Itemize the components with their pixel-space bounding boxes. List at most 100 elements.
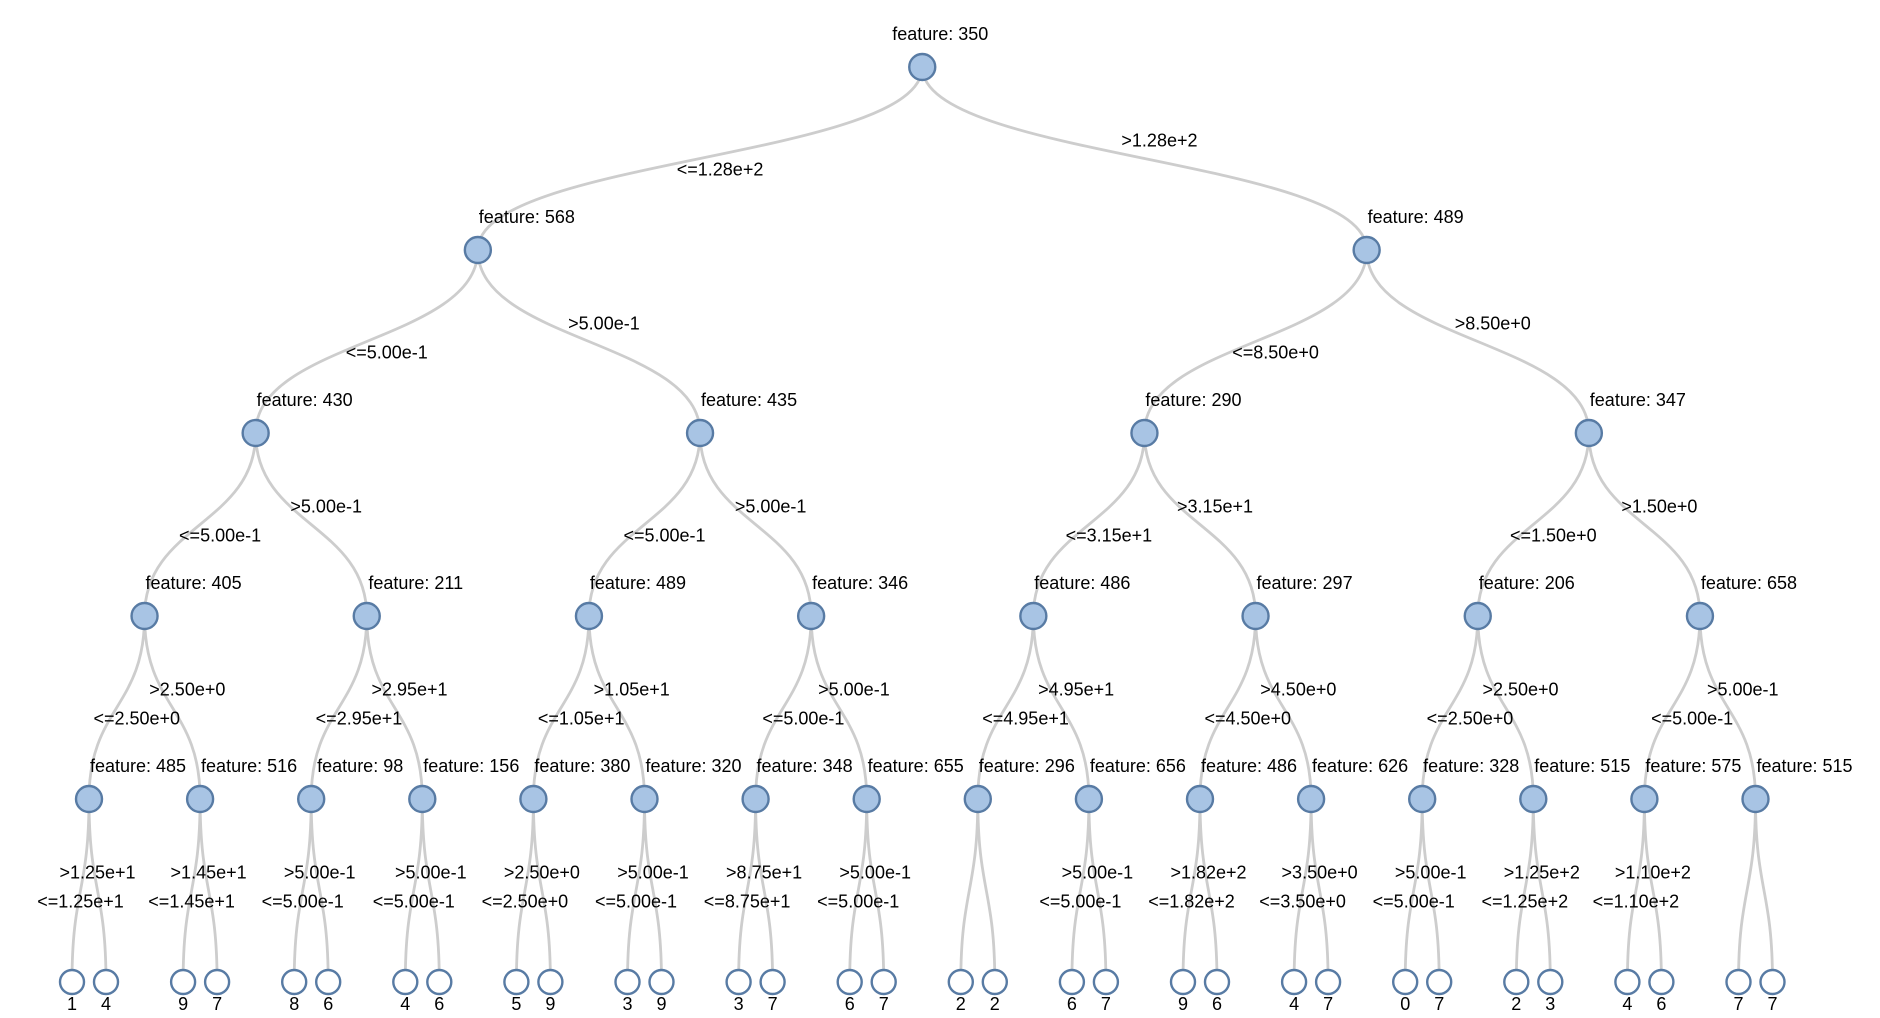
node-feature-label: feature: 297 — [1257, 573, 1353, 593]
leaf-value-label: 4 — [1622, 994, 1632, 1014]
node-feature-label: feature: 486 — [1034, 573, 1130, 593]
tree-node — [1407, 784, 1437, 814]
leaf-node — [1280, 968, 1308, 996]
node-feature-label: feature: 515 — [1534, 756, 1630, 776]
leaf-value-label: 9 — [545, 994, 555, 1014]
tree-node — [185, 784, 215, 814]
tree-node — [574, 601, 604, 631]
tree-edge — [1031, 432, 1146, 617]
edge-threshold-label: >1.82e+2 — [1170, 863, 1246, 883]
edge-threshold-label: >5.00e-1 — [1062, 863, 1134, 883]
leaf-value-label: 8 — [289, 994, 299, 1014]
tree-edge — [87, 615, 146, 800]
edge-threshold-label: <=2.50e+0 — [93, 709, 180, 729]
tree-node — [1019, 601, 1048, 631]
node-feature-label: feature: 656 — [1090, 756, 1186, 776]
tree-edge — [1254, 615, 1313, 800]
edge-threshold-label: <=3.15e+1 — [1066, 526, 1153, 546]
leaf-node — [614, 968, 641, 996]
leaf-value-label: 0 — [1400, 994, 1410, 1014]
leaf-value-label: 4 — [101, 994, 111, 1014]
node-feature-label: feature: 489 — [1368, 207, 1464, 227]
edge-threshold-label: >2.50e+0 — [504, 863, 580, 883]
edge-threshold-label: >1.05e+1 — [594, 680, 670, 700]
edge-threshold-label: <=5.00e-1 — [1651, 709, 1733, 729]
node-feature-label: feature: 350 — [892, 24, 988, 44]
tree-edge — [292, 798, 313, 983]
tree-edge — [1403, 798, 1424, 983]
edge-threshold-label: >4.95e+1 — [1038, 680, 1114, 700]
leaf-node — [1169, 968, 1197, 996]
edge-threshold-label: >5.00e-1 — [395, 863, 467, 883]
tree-nodes-layer — [58, 52, 1786, 996]
tree-node — [1463, 601, 1492, 631]
tree-node — [463, 235, 493, 265]
leaf-node — [92, 968, 120, 996]
edge-threshold-label: >1.10e+2 — [1615, 863, 1691, 883]
edge-threshold-label: <=4.95e+1 — [982, 709, 1069, 729]
tree-edge — [1070, 798, 1091, 983]
edge-threshold-label: <=3.50e+0 — [1259, 892, 1346, 912]
node-feature-label: feature: 655 — [868, 756, 964, 776]
tree-edge — [1737, 798, 1757, 983]
tree-edge — [532, 798, 552, 983]
edge-threshold-label: >5.00e-1 — [568, 314, 640, 334]
tree-edges-layer — [70, 66, 1774, 983]
tree-node — [852, 784, 881, 814]
tree-edge — [865, 798, 886, 983]
leaf-value-label: 6 — [323, 994, 333, 1014]
edge-threshold-label: <=5.00e-1 — [1039, 892, 1121, 912]
tree-edge — [1181, 798, 1202, 983]
edge-threshold-label: <=1.45e+1 — [148, 892, 235, 912]
leaf-node — [392, 968, 419, 996]
edge-threshold-label: <=5.00e-1 — [762, 709, 844, 729]
tree-edge — [309, 615, 369, 800]
leaf-node — [1391, 968, 1419, 996]
edge-threshold-label: >2.95e+1 — [371, 680, 447, 700]
leaf-value-label: 7 — [1323, 994, 1333, 1014]
tree-edge — [87, 798, 108, 983]
node-feature-label: feature: 346 — [812, 573, 908, 593]
edge-threshold-label: >5.00e-1 — [735, 497, 807, 517]
tree-node — [1685, 601, 1715, 631]
tree-node — [1519, 784, 1548, 814]
leaf-value-label: 3 — [734, 994, 744, 1014]
tree-node — [741, 784, 770, 814]
leaf-value-label: 3 — [1545, 994, 1555, 1014]
tree-edge — [698, 432, 813, 617]
edge-threshold-label: <=1.10e+2 — [1593, 892, 1680, 912]
tree-edge — [365, 615, 424, 800]
node-feature-label: feature: 348 — [757, 756, 853, 776]
tree-edge — [1143, 432, 1257, 617]
tree-edge — [198, 798, 219, 983]
tree-edge — [403, 798, 424, 983]
tree-edge — [1031, 615, 1091, 800]
edge-threshold-label: <=4.50e+0 — [1204, 709, 1291, 729]
tree-node — [796, 601, 826, 631]
node-feature-label: feature: 296 — [979, 756, 1075, 776]
leaf-node — [537, 968, 564, 996]
edge-threshold-label: <=5.00e-1 — [262, 892, 344, 912]
tree-edge — [1531, 798, 1552, 983]
tree-node — [963, 784, 992, 814]
edge-threshold-label: <=5.00e-1 — [595, 892, 677, 912]
tree-edge — [959, 798, 980, 983]
edge-threshold-label: <=2.50e+0 — [1427, 709, 1514, 729]
tree-edge — [181, 798, 202, 983]
leaf-value-label: 9 — [656, 994, 666, 1014]
tree-edge — [1514, 798, 1535, 983]
tree-node — [408, 784, 437, 814]
tree-edge — [587, 615, 646, 800]
node-feature-label: feature: 156 — [423, 756, 519, 776]
tree-node — [1074, 784, 1104, 814]
tree-edge — [1754, 798, 1774, 983]
edge-threshold-label: <=1.25e+1 — [37, 892, 124, 912]
tree-node — [241, 418, 270, 448]
tree-edge — [1643, 798, 1663, 983]
edge-threshold-label: <=8.75e+1 — [704, 892, 791, 912]
tree-node — [1241, 601, 1270, 631]
tree-edge — [532, 615, 591, 800]
edge-threshold-label: >1.50e+0 — [1621, 497, 1697, 517]
tree-edge — [809, 615, 869, 800]
